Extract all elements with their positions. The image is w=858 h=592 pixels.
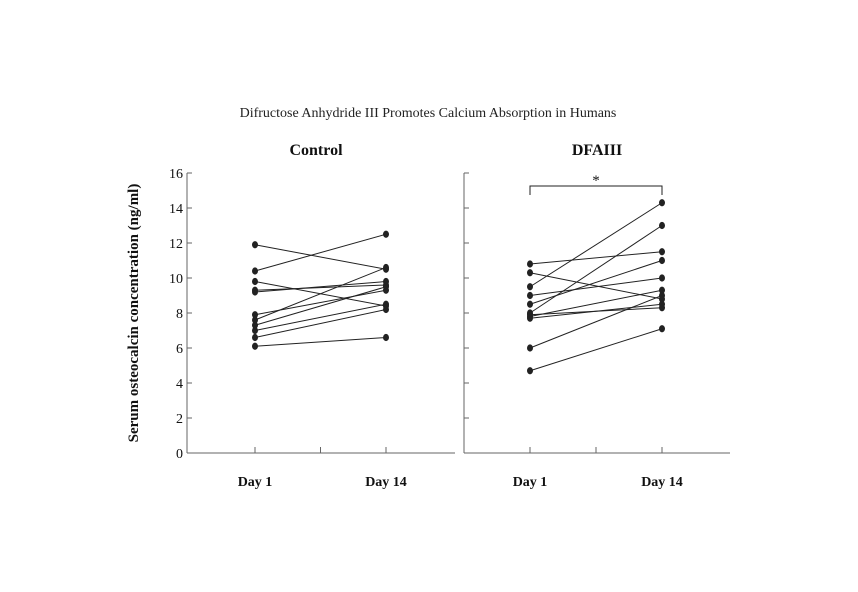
- data-point: [527, 344, 533, 352]
- data-point: [252, 277, 258, 286]
- series-subject-9: [252, 300, 389, 335]
- data-point: [383, 333, 389, 342]
- panel-title: DFAIII: [572, 142, 622, 159]
- data-point: [252, 316, 258, 324]
- data-point: [527, 300, 533, 308]
- series-subject-3: [527, 199, 665, 291]
- data-point: [252, 288, 258, 296]
- series-line: [254, 289, 387, 316]
- series-subject-1: [252, 241, 389, 273]
- series-subject-4: [527, 274, 665, 300]
- data-point: [252, 267, 258, 275]
- data-point: [659, 221, 665, 230]
- series-subject-7: [527, 286, 665, 321]
- x-tick-label: Day 1: [238, 475, 273, 490]
- series-line: [529, 251, 663, 265]
- data-point: [527, 260, 533, 268]
- series-subject-5: [527, 256, 665, 308]
- series-subject-2: [252, 230, 389, 275]
- series-line: [254, 284, 387, 291]
- series-subject-10: [252, 305, 389, 342]
- series-line: [529, 260, 663, 305]
- series-line: [254, 267, 387, 321]
- series-subject-5: [252, 277, 389, 296]
- data-point: [527, 311, 533, 319]
- y-axis-label: Serum osteocalcin concentration (ng/ml): [126, 184, 142, 443]
- series-subject-11: [252, 333, 389, 350]
- panel-dfaiii: DFAIII Day 1 Day 14 *: [463, 142, 730, 490]
- panel-control: Control 0 2 4 6 8 10 12 14 16 Day 1 Day 14: [169, 142, 455, 490]
- data-point: [383, 305, 389, 314]
- series-line: [529, 272, 663, 300]
- series-line: [254, 303, 387, 331]
- series-line: [529, 277, 663, 296]
- significance-label: *: [592, 173, 600, 189]
- x-tick-label: Day 14: [641, 475, 683, 490]
- series-line: [254, 309, 387, 338]
- data-point: [527, 291, 533, 300]
- series-line: [529, 225, 663, 314]
- significance-bracket: [529, 185, 663, 195]
- series-subject-8: [252, 283, 389, 329]
- data-point: [252, 311, 258, 319]
- y-tick-label: 0: [176, 447, 183, 462]
- data-point: [252, 326, 258, 335]
- y-tick-label: 2: [176, 412, 183, 427]
- data-point: [659, 304, 665, 312]
- series-line: [529, 328, 663, 372]
- data-point: [659, 325, 665, 333]
- y-tick-label: 14: [169, 202, 183, 217]
- series-subject-7: [252, 263, 389, 324]
- data-point: [252, 321, 258, 329]
- series-line: [254, 337, 387, 347]
- series-line: [529, 289, 663, 317]
- series-subject-2: [527, 269, 665, 303]
- data-point: [383, 230, 389, 238]
- data-point: [659, 199, 665, 207]
- y-tick-label: 6: [176, 342, 183, 357]
- data-point: [527, 283, 533, 291]
- data-point: [383, 263, 389, 272]
- chart-title: Difructose Anhydride III Promotes Calciu…: [240, 106, 617, 121]
- data-point: [659, 286, 665, 294]
- series-subject-9: [527, 304, 665, 319]
- series-line: [254, 233, 387, 272]
- data-point: [383, 300, 389, 308]
- data-point: [383, 277, 389, 286]
- y-tick-label: 4: [176, 377, 183, 392]
- series-line: [254, 286, 387, 326]
- data-point: [252, 342, 258, 350]
- panel-title: Control: [289, 142, 343, 159]
- data-point: [252, 333, 258, 342]
- y-tick-label: 16: [169, 167, 183, 182]
- series-line: [529, 307, 663, 316]
- data-point: [383, 283, 389, 291]
- series-line: [529, 295, 663, 349]
- series-subject-10: [527, 291, 665, 352]
- series-line: [529, 202, 663, 288]
- data-point: [527, 367, 533, 375]
- x-tick-label: Day 1: [513, 475, 548, 490]
- series-subject-1: [527, 248, 665, 268]
- data-point: [659, 291, 665, 300]
- data-point: [659, 274, 665, 282]
- y-tick-label: 10: [169, 272, 183, 287]
- y-tick-label: 12: [169, 237, 183, 252]
- x-tick-label: Day 14: [365, 475, 407, 490]
- series-subject-11: [527, 325, 665, 375]
- data-point: [659, 256, 665, 265]
- y-tick-label: 8: [176, 307, 183, 322]
- data-point: [659, 248, 665, 256]
- series-line: [254, 244, 387, 270]
- data-point: [527, 269, 533, 277]
- data-point: [252, 241, 258, 249]
- series-line: [254, 281, 387, 293]
